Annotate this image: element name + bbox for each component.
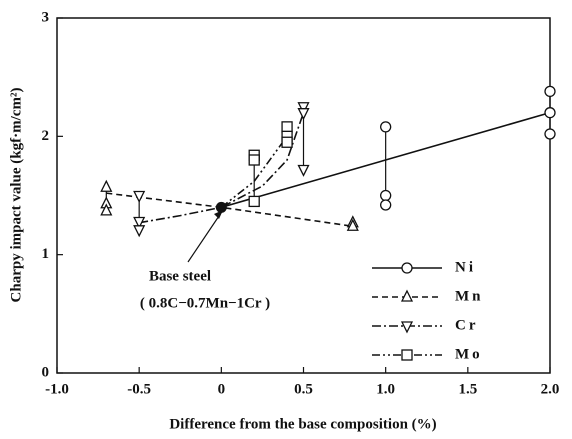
legend-label: Ni — [455, 259, 476, 275]
marker — [248, 154, 260, 166]
legend-label: Cr — [455, 317, 479, 333]
legend-marker — [400, 321, 414, 334]
legend-label: Mo — [455, 346, 483, 362]
marker — [297, 102, 310, 115]
marker — [544, 85, 556, 98]
marker — [544, 128, 556, 140]
x-tick-label: -1.0 — [45, 381, 69, 397]
y-axis-label: Charpy impact value (kgf·m/cm²) — [8, 88, 24, 303]
x-tick-label: 2.0 — [541, 381, 560, 397]
x-tick-label: 0.5 — [294, 381, 313, 397]
marker — [297, 164, 310, 177]
annotation: ( 0.8C−0.7Mn−1Cr ) — [140, 295, 270, 311]
legend-marker — [400, 289, 414, 302]
marker — [133, 190, 146, 203]
marker — [100, 203, 113, 216]
marker — [380, 121, 392, 133]
marker — [380, 189, 392, 202]
legend-label: Mn — [455, 288, 484, 304]
marker — [133, 216, 146, 229]
marker — [100, 179, 113, 192]
marker — [380, 199, 392, 211]
y-tick-label: 1 — [42, 246, 50, 262]
fit-line — [139, 112, 305, 224]
marker — [248, 195, 260, 208]
marker — [346, 218, 359, 231]
marker — [297, 108, 310, 121]
marker — [544, 107, 556, 119]
x-axis-label: Difference from the base composition (%) — [169, 416, 436, 432]
y-tick-label: 0 — [42, 364, 50, 380]
marker — [133, 225, 146, 238]
legend-marker — [401, 262, 413, 274]
marker — [281, 136, 293, 148]
annotation: Base steel — [149, 268, 211, 284]
x-tick-label: 1.0 — [376, 381, 395, 397]
x-tick-label: 1.5 — [458, 381, 477, 397]
x-tick-label: 0 — [218, 381, 226, 397]
x-tick-label: -0.5 — [127, 381, 151, 397]
y-tick-label: 3 — [42, 9, 50, 25]
fit-line — [220, 135, 288, 208]
marker — [281, 121, 293, 133]
y-tick-label: 2 — [42, 128, 50, 144]
base-point — [215, 201, 227, 213]
legend-marker — [401, 349, 413, 361]
annotation-arrow — [187, 209, 224, 263]
